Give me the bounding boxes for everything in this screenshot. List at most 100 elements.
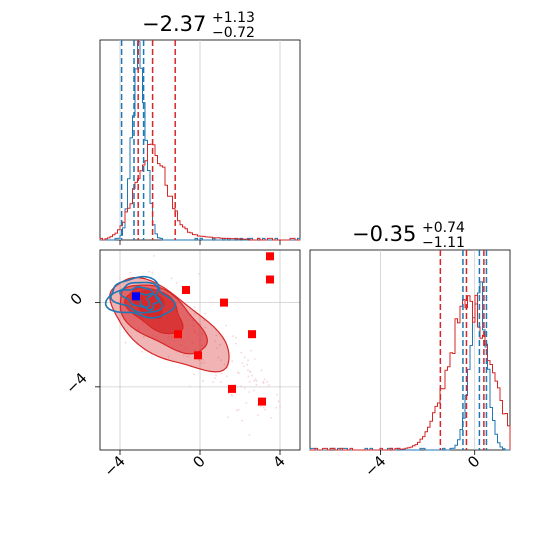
scatter-sample-dot — [240, 351, 243, 354]
scatter-sample-dot — [259, 405, 262, 408]
scatter-sample-dot — [254, 378, 257, 381]
scatter-sample-dot — [249, 370, 251, 373]
scatter-sample-dot — [198, 273, 200, 275]
hist-1-title-value: −2.37 — [142, 12, 206, 36]
scatter-sample-dot — [219, 359, 222, 362]
hist-2-title-upper: +0.74 — [422, 220, 465, 236]
red-marker-6 — [194, 351, 202, 360]
scatter-sample-dot — [253, 379, 256, 382]
scatter-sample-dot — [234, 342, 237, 345]
scatter-sample-dot — [247, 359, 250, 362]
scatter-sample-dot — [199, 323, 202, 326]
scatter-sample-dot — [248, 391, 251, 393]
scatter-sample-dot — [141, 350, 143, 353]
scatter-sample-dot — [231, 394, 234, 397]
scatter-sample-dot — [250, 349, 253, 352]
scatter-sample-dot — [247, 369, 249, 372]
scatter-sample-dot — [243, 387, 246, 389]
red-marker-7 — [228, 384, 236, 393]
red-marker-5 — [248, 330, 256, 339]
panel-scatter-2d — [99, 249, 301, 451]
scatter-sample-dot — [260, 369, 263, 372]
scatter-sample-dot — [217, 356, 220, 359]
hist-1-series-1 — [99, 143, 300, 241]
scatter-sample-dot — [216, 347, 218, 350]
scatter-sample-dot — [201, 362, 203, 365]
scatter-sample-dot — [119, 277, 121, 280]
scatter-sample-dot — [277, 400, 280, 403]
red-marker-3 — [220, 298, 228, 307]
scatter-sample-dot — [197, 359, 200, 362]
panel-hist-1: −2.37 +1.13 −0.72 — [99, 10, 301, 241]
scatter-sample-dot — [175, 282, 178, 285]
scatter-sample-dot — [248, 380, 251, 383]
hist-2-xtick-label-0: −4 — [361, 452, 389, 480]
scatter-sample-dot — [186, 355, 189, 358]
scatter-markers — [132, 252, 274, 406]
hist-2-frame — [309, 249, 511, 451]
red-marker-4 — [174, 330, 182, 339]
scatter-sample-dot — [246, 363, 249, 366]
scatter-sample-dot — [263, 378, 266, 381]
scatter-sample-dot — [203, 361, 206, 364]
scatter-sample-dot — [231, 360, 234, 363]
hist-2-series-0 — [309, 281, 510, 451]
hist-2-grid — [380, 250, 476, 450]
scatter-sample-dot — [167, 355, 170, 358]
scatter-xtick-label-2: 4 — [269, 452, 288, 471]
scatter-sample-dot — [270, 417, 272, 419]
scatter-sample-dot — [241, 419, 244, 422]
scatter-sample-dot — [227, 416, 230, 418]
blue-contour-level-1 — [109, 281, 164, 314]
hist-2-series-1 — [310, 294, 511, 451]
scatter-sample-dot — [245, 402, 248, 404]
red-marker-1 — [266, 275, 274, 284]
scatter-sample-dot — [251, 374, 253, 377]
scatter-sample-dot — [204, 312, 206, 315]
panel-hist-2: −0.35 +0.74 −1.11 — [309, 220, 511, 451]
scatter-sample-dot — [204, 326, 207, 329]
scatter-sample-dot — [276, 393, 278, 396]
hist-2-quantiles — [439, 250, 488, 450]
scatter-sample-dot — [225, 324, 228, 327]
scatter-sample-dot — [275, 406, 278, 409]
scatter-sample-dot — [214, 340, 217, 342]
scatter-sample-dot — [215, 374, 217, 377]
scatter-sample-dot — [142, 335, 145, 338]
scatter-sample-dot — [264, 408, 266, 411]
scatter-contours-blue — [104, 275, 176, 319]
scatter-sample-dot — [215, 334, 218, 337]
scatter-sample-dot — [170, 277, 173, 280]
scatter-sample-dot — [153, 255, 155, 257]
scatter-sample-dot — [256, 414, 259, 416]
scatter-sample-dot — [253, 358, 256, 360]
scatter-sample-dot — [266, 380, 269, 383]
scatter-sample-dot — [262, 406, 265, 409]
scatter-sample-dot — [232, 335, 234, 337]
hist-1-title-upper: +1.13 — [212, 10, 255, 26]
scatter-sample-dot — [247, 375, 250, 378]
scatter-sample-dot — [255, 380, 258, 382]
scatter-sample-dot — [202, 379, 205, 382]
scatter-sample-dot — [202, 359, 204, 361]
scatter-sample-dot — [226, 375, 228, 378]
hist-2-xtick-label-1: 0 — [464, 452, 483, 471]
scatter-xtick-label-0: −4 — [100, 452, 128, 480]
scatter-sample-dot — [236, 409, 238, 412]
scatter-sample-dot — [213, 377, 216, 379]
scatter-sample-dot — [188, 385, 191, 388]
scatter-sample-dot — [223, 363, 226, 366]
scatter-sample-dot — [252, 389, 255, 392]
scatter-sample-dot — [219, 343, 221, 346]
red-marker-8 — [258, 397, 266, 406]
scatter-sample-dot — [182, 354, 185, 357]
hist-2-title-value: −0.35 — [352, 222, 416, 246]
scatter-sample-dot — [243, 365, 245, 367]
scatter-ytick-label-1: −4 — [62, 369, 90, 397]
scatter-xtick-label-1: 0 — [189, 452, 208, 471]
scatter-sample-dot — [193, 373, 195, 376]
scatter-sample-dot — [212, 381, 215, 383]
scatter-sample-dot — [194, 312, 196, 315]
blue-marker-0 — [132, 292, 140, 301]
scatter-sample-dot — [241, 362, 244, 364]
